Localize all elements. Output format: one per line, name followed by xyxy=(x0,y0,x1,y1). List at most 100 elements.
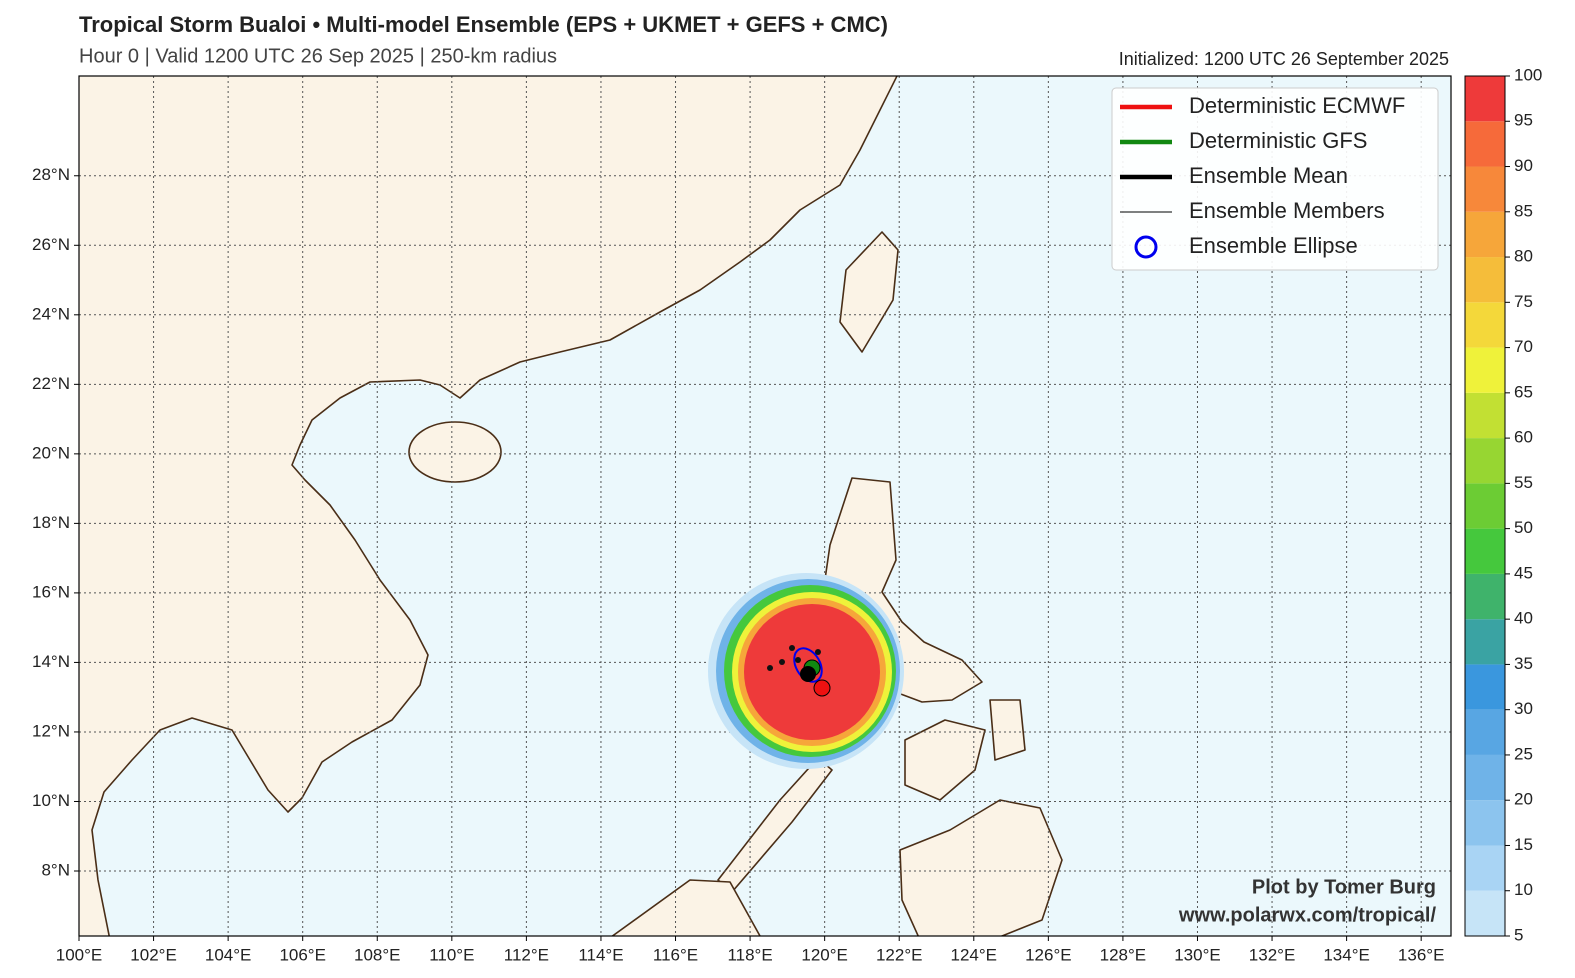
colorbar-tick-label: 85 xyxy=(1514,201,1533,220)
legend-label: Ensemble Mean xyxy=(1189,163,1348,188)
lon-tick-label: 104°E xyxy=(205,945,252,964)
lat-tick-label: 22°N xyxy=(32,374,70,393)
colorbar-band xyxy=(1465,619,1505,665)
lon-tick-label: 102°E xyxy=(130,945,177,964)
mindanao xyxy=(899,799,1063,936)
lon-tick-label: 130°E xyxy=(1174,945,1221,964)
map-frame xyxy=(78,75,1452,937)
colorbar-tick-label: 50 xyxy=(1514,518,1533,537)
colorbar-band xyxy=(1465,754,1505,801)
colorbar-tick-label: 90 xyxy=(1514,156,1533,175)
colorbar-tick-label: 45 xyxy=(1514,563,1533,582)
colorbar-tick-label: 15 xyxy=(1514,835,1533,854)
legend-label: Ensemble Ellipse xyxy=(1189,233,1358,258)
lon-tick-label: 110°E xyxy=(429,945,474,964)
colorbar-frame xyxy=(1464,75,1506,937)
lat-tick-label: 26°N xyxy=(32,235,70,254)
lon-tick-label: 126°E xyxy=(1025,945,1072,964)
taiwan xyxy=(839,231,899,353)
storm-positions xyxy=(767,645,831,697)
hainan xyxy=(408,421,502,483)
legend-marker xyxy=(1134,235,1158,259)
colorbar-tick-label: 25 xyxy=(1514,744,1533,763)
colorbar: 5 10 15 20 25 30 35 40 45 50 55 60 65 70 75 80 85 90 95 100 xyxy=(1465,65,1542,944)
member xyxy=(815,649,821,655)
colorbar-tick-label: 65 xyxy=(1514,382,1533,401)
colorbar-band xyxy=(1465,257,1505,303)
colorbar-band xyxy=(1465,76,1505,122)
member xyxy=(779,659,785,665)
lat-tick-label: 28°N xyxy=(32,165,70,184)
lon-tick-label: 132°E xyxy=(1249,945,1296,964)
title: Tropical Storm Bualoi • Multi-model Ense… xyxy=(79,12,888,37)
colorbar-band xyxy=(1465,166,1505,212)
lat-tick-label: 14°N xyxy=(32,652,70,671)
colorbar-tick-label: 40 xyxy=(1514,609,1533,628)
colorbar-tick-label: 55 xyxy=(1514,473,1533,492)
lon-tick-label: 116°E xyxy=(653,945,698,964)
lon-tick-label: 134°E xyxy=(1323,945,1370,964)
colorbar-tick-label: 30 xyxy=(1514,699,1533,718)
lat-tick-label: 24°N xyxy=(32,304,70,323)
lon-tick-label: 120°E xyxy=(801,945,848,964)
legend-label: Ensemble Members xyxy=(1189,198,1385,223)
colorbar-band xyxy=(1465,211,1505,258)
colorbar-band xyxy=(1465,845,1505,891)
colorbar-tick-label: 5 xyxy=(1514,925,1523,944)
colorbar-band xyxy=(1465,483,1505,529)
ensemble-ellipse xyxy=(793,647,823,683)
lat-tick-label: 8°N xyxy=(41,860,70,879)
lon-tick-label: 124°E xyxy=(951,945,998,964)
legend xyxy=(1111,87,1439,271)
colorbar-band xyxy=(1465,392,1505,439)
lat-tick-label: 10°N xyxy=(32,791,70,810)
initialized: Initialized: 1200 UTC 26 September 2025 xyxy=(1119,49,1449,69)
colorbar-tick-label: 75 xyxy=(1514,292,1533,311)
lon-tick-label: 108°E xyxy=(354,945,401,964)
lon-tick-label: 112°E xyxy=(504,945,549,964)
colorbar-tick-label: 80 xyxy=(1514,247,1533,266)
credit: Plot by Tomer Burg xyxy=(1252,876,1436,898)
member xyxy=(767,665,773,671)
legend-entries: Deterministic ECMWF Deterministic GFS Ense… xyxy=(1120,93,1405,259)
lon-tick-label: 100°E xyxy=(56,945,103,964)
colorbar-band xyxy=(1465,573,1505,620)
ecmwf-position xyxy=(813,679,831,697)
lat-tick-label: 18°N xyxy=(32,513,70,532)
colorbar-band xyxy=(1465,302,1505,348)
colorbar-tick-label: 70 xyxy=(1514,337,1533,356)
colorbar-band xyxy=(1465,664,1505,710)
legend-label: Deterministic ECMWF xyxy=(1189,93,1405,118)
borneo xyxy=(611,879,761,936)
lat-tick-label: 20°N xyxy=(32,443,70,462)
mean-position xyxy=(800,666,816,682)
colorbar-band xyxy=(1465,800,1505,846)
colorbar-tick-label: 95 xyxy=(1514,111,1533,130)
lon-tick-label: 118°E xyxy=(727,945,772,964)
colorbar-band xyxy=(1465,890,1505,936)
colorbar-band xyxy=(1465,347,1505,393)
samar xyxy=(989,699,1026,761)
visayas xyxy=(904,719,986,801)
member xyxy=(789,645,795,651)
colorbar-band xyxy=(1465,709,1505,755)
legend-label: Deterministic GFS xyxy=(1189,128,1367,153)
mainland-asia xyxy=(79,76,898,936)
credit-url: www.polarwx.com/tropical/ xyxy=(1178,904,1437,926)
lat-tick-label: 16°N xyxy=(32,582,70,601)
colorbar-tick-label: 100 xyxy=(1514,65,1542,84)
lat-tick-label: 12°N xyxy=(32,721,70,740)
colorbar-tick-label: 60 xyxy=(1514,428,1533,447)
colorbar-band xyxy=(1465,528,1505,574)
lon-tick-label: 122°E xyxy=(876,945,923,964)
subtitle: Hour 0 | Valid 1200 UTC 26 Sep 2025 | 25… xyxy=(79,45,557,67)
lon-tick-label: 136°E xyxy=(1398,945,1445,964)
lon-tick-label: 114°E xyxy=(578,945,623,964)
colorbar-tick-label: 35 xyxy=(1514,654,1533,673)
lon-tick-label: 106°E xyxy=(279,945,326,964)
lon-tick-label: 128°E xyxy=(1100,945,1147,964)
colorbar-tick-label: 10 xyxy=(1514,880,1533,899)
member xyxy=(795,657,801,663)
colorbar-band xyxy=(1465,121,1505,167)
